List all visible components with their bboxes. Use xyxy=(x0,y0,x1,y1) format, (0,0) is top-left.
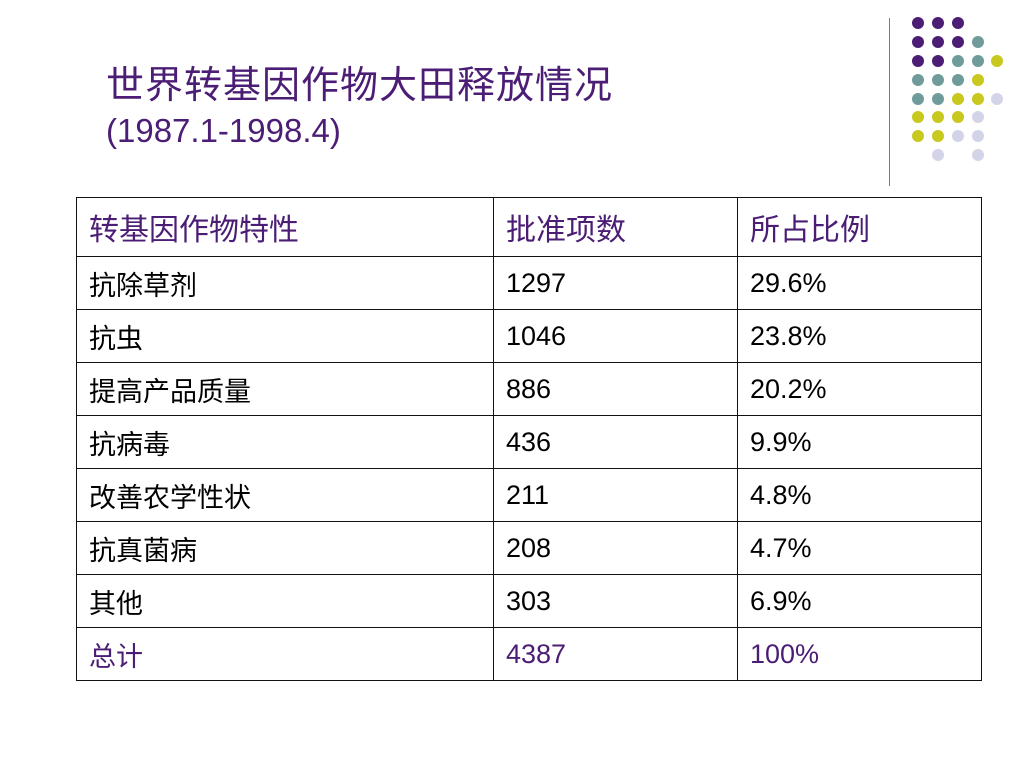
share-cell: 6.9% xyxy=(737,574,982,628)
gm-crop-field-release-table: 转基因作物特性 批准项数 所占比例 抗除草剂 1297 29.6% 抗虫 104… xyxy=(76,197,982,681)
approvals-cell: 436 xyxy=(493,415,738,469)
trait-cell: 其他 xyxy=(76,574,494,628)
approvals-cell: 303 xyxy=(493,574,738,628)
table-header-row: 转基因作物特性 批准项数 所占比例 xyxy=(76,197,982,257)
total-label-cell: 总计 xyxy=(76,627,494,681)
table-row: 其他 303 6.9% xyxy=(76,574,982,628)
table-row: 抗除草剂 1297 29.6% xyxy=(76,256,982,310)
approvals-cell: 211 xyxy=(493,468,738,522)
trait-cell: 改善农学性状 xyxy=(76,468,494,522)
approvals-cell: 1297 xyxy=(493,256,738,310)
header-approvals: 批准项数 xyxy=(493,197,738,257)
share-cell: 20.2% xyxy=(737,362,982,416)
table-row: 提高产品质量 886 20.2% xyxy=(76,362,982,416)
table-row: 抗虫 1046 23.8% xyxy=(76,309,982,363)
approvals-cell: 1046 xyxy=(493,309,738,363)
table-row: 改善农学性状 211 4.8% xyxy=(76,468,982,522)
title-main: 世界转基因作物大田释放情况 xyxy=(106,63,614,107)
trait-cell: 抗除草剂 xyxy=(76,256,494,310)
vertical-divider xyxy=(889,18,890,186)
table-row: 抗真菌病 208 4.7% xyxy=(76,521,982,575)
total-share-cell: 100% xyxy=(737,627,982,681)
trait-cell: 抗病毒 xyxy=(76,415,494,469)
share-cell: 9.9% xyxy=(737,415,982,469)
header-trait: 转基因作物特性 xyxy=(76,197,494,257)
trait-cell: 抗虫 xyxy=(76,309,494,363)
trait-cell: 抗真菌病 xyxy=(76,521,494,575)
share-cell: 4.8% xyxy=(737,468,982,522)
trait-cell: 提高产品质量 xyxy=(76,362,494,416)
total-approvals-cell: 4387 xyxy=(493,627,738,681)
share-cell: 29.6% xyxy=(737,256,982,310)
header-share: 所占比例 xyxy=(737,197,982,257)
table-row: 抗病毒 436 9.9% xyxy=(76,415,982,469)
title-date-range: (1987.1-1998.4) xyxy=(106,112,341,149)
approvals-cell: 886 xyxy=(493,362,738,416)
share-cell: 23.8% xyxy=(737,309,982,363)
table-total-row: 总计 4387 100% xyxy=(76,627,982,681)
share-cell: 4.7% xyxy=(737,521,982,575)
approvals-cell: 208 xyxy=(493,521,738,575)
slide-title: 世界转基因作物大田释放情况 (1987.1-1998.4) xyxy=(106,60,846,152)
